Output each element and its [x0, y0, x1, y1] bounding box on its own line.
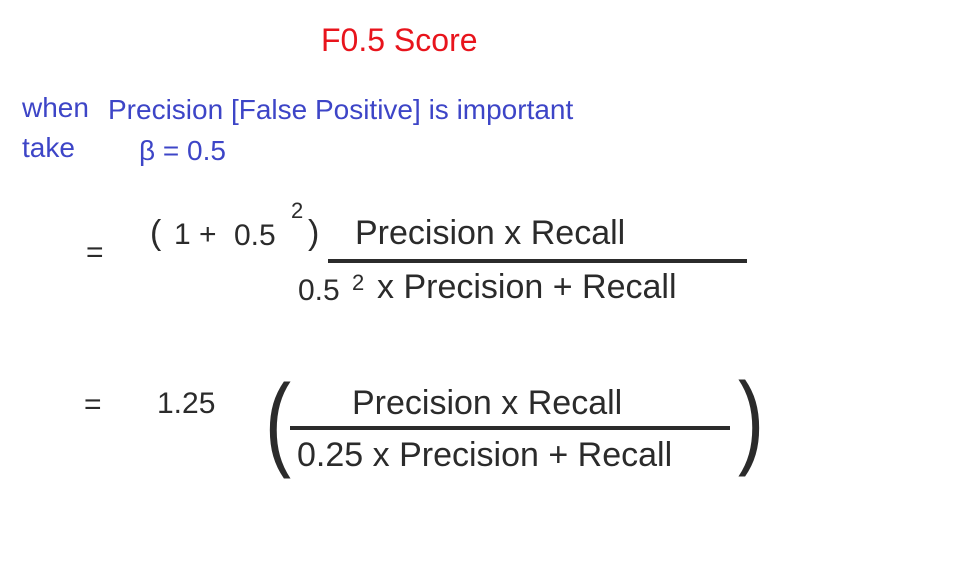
eq2-denominator: 0.25 x Precision + Recall	[297, 436, 673, 474]
eq1-close-paren: )	[308, 214, 320, 252]
eq1-denominator-exponent: 2	[352, 270, 365, 295]
eq2-close-paren: )	[738, 362, 764, 478]
eq1-denominator-rest: x Precision + Recall	[377, 268, 677, 306]
note-beta-value: β = 0.5	[139, 135, 226, 166]
eq1-one-plus: 1 +	[174, 218, 217, 251]
eq2-factor: 1.25	[157, 387, 216, 420]
eq1-numerator: Precision x Recall	[355, 214, 626, 252]
eq2-open-paren: (	[265, 364, 291, 480]
eq1-base: 0.5	[234, 219, 276, 252]
eq1-equals: =	[86, 236, 104, 269]
eq2-numerator: Precision x Recall	[352, 384, 623, 422]
eq2-equals: =	[84, 388, 102, 421]
eq1-open-paren: (	[150, 214, 162, 252]
note-take: take	[22, 132, 75, 163]
note-when: when	[22, 92, 89, 123]
eq1-exponent: 2	[291, 198, 304, 223]
eq2-fraction-bar	[290, 426, 730, 430]
eq1-fraction-bar	[328, 259, 747, 263]
note-precision-important: Precision [False Positive] is important	[108, 94, 574, 125]
eq1-denominator-base: 0.5	[298, 274, 340, 307]
page-title: F0.5 Score	[321, 22, 478, 58]
